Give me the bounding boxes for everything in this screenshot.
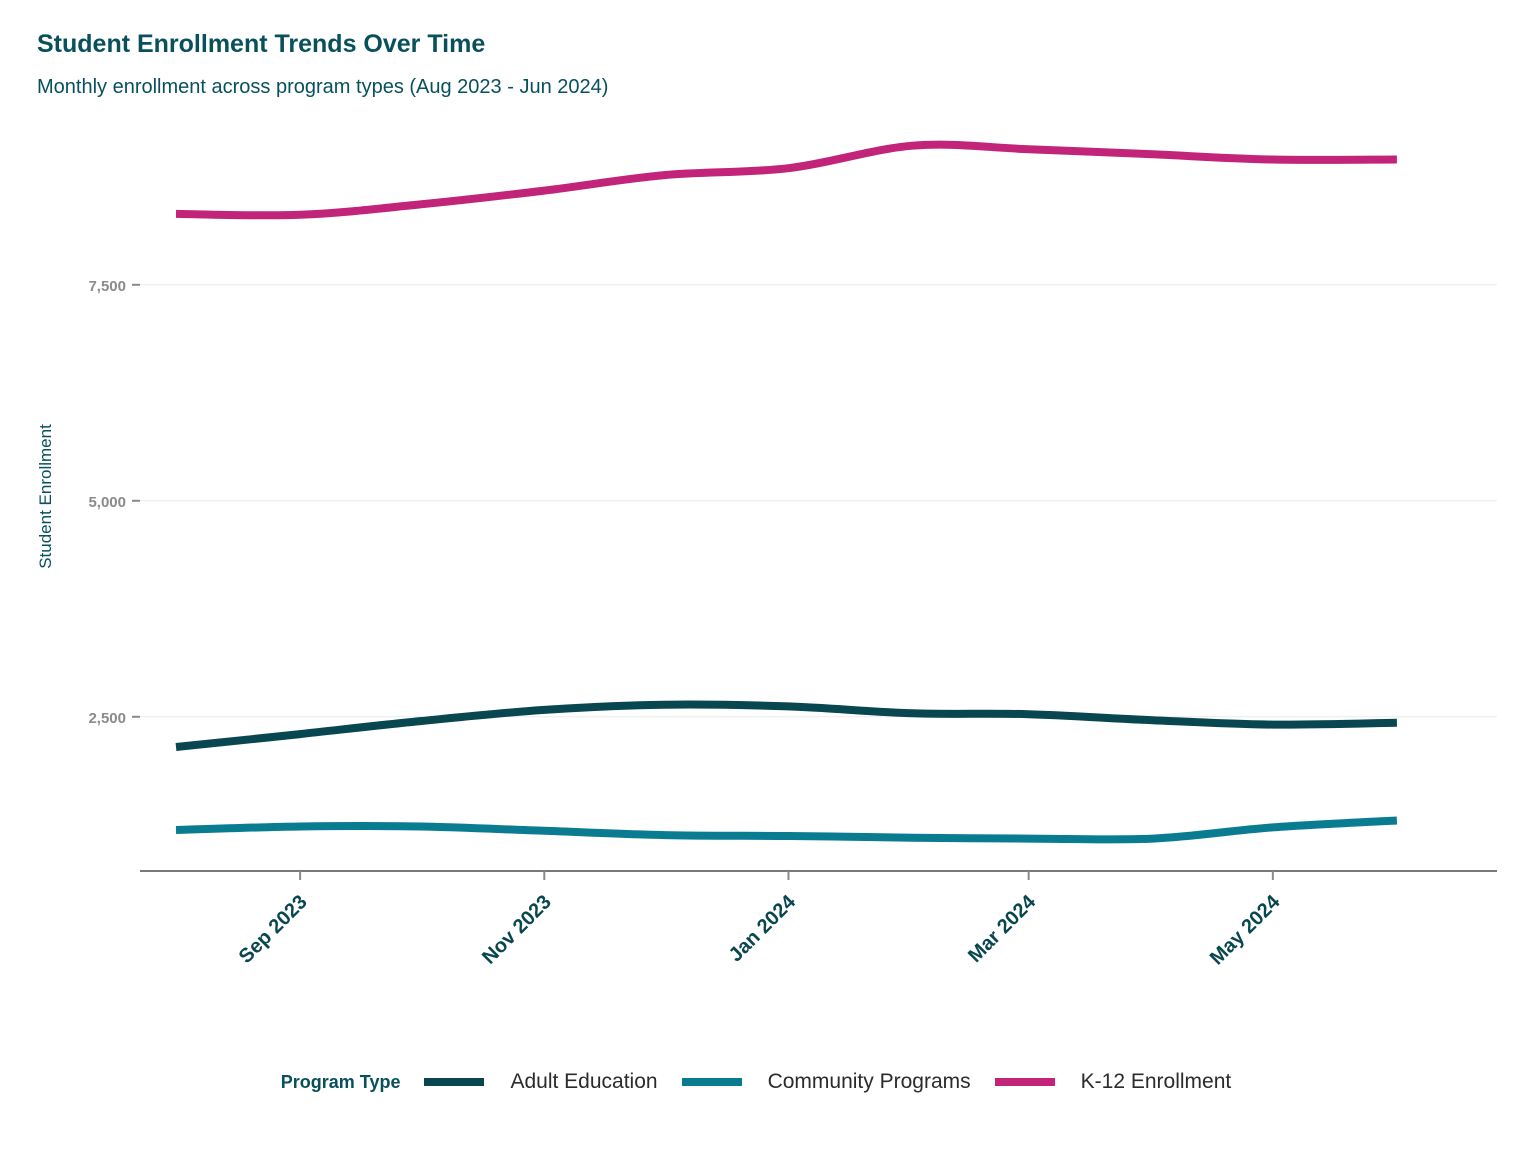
series-line-adult-education <box>175 700 1397 751</box>
chart-title: Student Enrollment Trends Over Time <box>37 30 486 58</box>
legend-item-community-programs: Community Programs <box>681 1070 971 1094</box>
x-tick-label: Mar 2024 <box>964 890 1041 967</box>
y-axis-title: Student Enrollment <box>36 424 55 569</box>
legend-swatch-adult-education <box>424 1078 485 1086</box>
legend-label-community-programs: Community Programs <box>767 1070 971 1093</box>
y-tick-label: 5,000 <box>88 494 126 511</box>
y-tick-label: 2,500 <box>88 710 126 727</box>
x-tick-label: May 2024 <box>1206 890 1285 969</box>
x-tick-label: Sep 2023 <box>235 891 312 968</box>
series-line-k-12-enrollment <box>175 140 1397 220</box>
chart-subtitle: Monthly enrollment across program types … <box>37 76 609 98</box>
x-tick-label: Nov 2023 <box>478 891 556 969</box>
legend: Program Type Adult Education Community P… <box>0 1066 1536 1098</box>
legend-label-adult-education: Adult Education <box>510 1070 658 1093</box>
legend-label-k12-enrollment: K-12 Enrollment <box>1080 1070 1232 1093</box>
legend-swatch-k12-enrollment <box>994 1078 1055 1086</box>
series-line-community-programs <box>175 816 1398 844</box>
legend-item-k12-enrollment: K-12 Enrollment <box>994 1070 1232 1094</box>
legend-item-adult-education: Adult Education <box>424 1070 658 1094</box>
legend-title: Program Type <box>280 1071 401 1092</box>
y-tick-label: 7,500 <box>88 278 126 295</box>
x-tick-label: Jan 2024 <box>725 890 801 966</box>
legend-swatch-community-programs <box>681 1078 742 1086</box>
